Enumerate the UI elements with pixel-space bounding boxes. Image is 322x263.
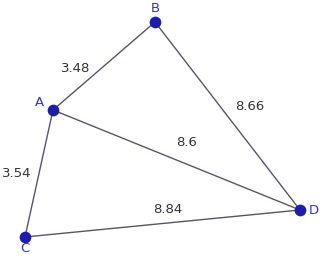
Text: 8.6: 8.6 bbox=[176, 135, 197, 149]
Text: 8.66: 8.66 bbox=[235, 99, 264, 113]
Text: B: B bbox=[150, 2, 160, 14]
Point bbox=[152, 20, 157, 24]
Text: A: A bbox=[34, 95, 43, 109]
Text: D: D bbox=[309, 204, 319, 216]
Text: 3.48: 3.48 bbox=[61, 62, 91, 74]
Point bbox=[23, 235, 28, 239]
Point bbox=[51, 108, 56, 112]
Text: C: C bbox=[20, 242, 30, 255]
Text: 3.54: 3.54 bbox=[2, 167, 32, 180]
Text: 8.84: 8.84 bbox=[153, 203, 182, 216]
Point bbox=[298, 208, 303, 212]
